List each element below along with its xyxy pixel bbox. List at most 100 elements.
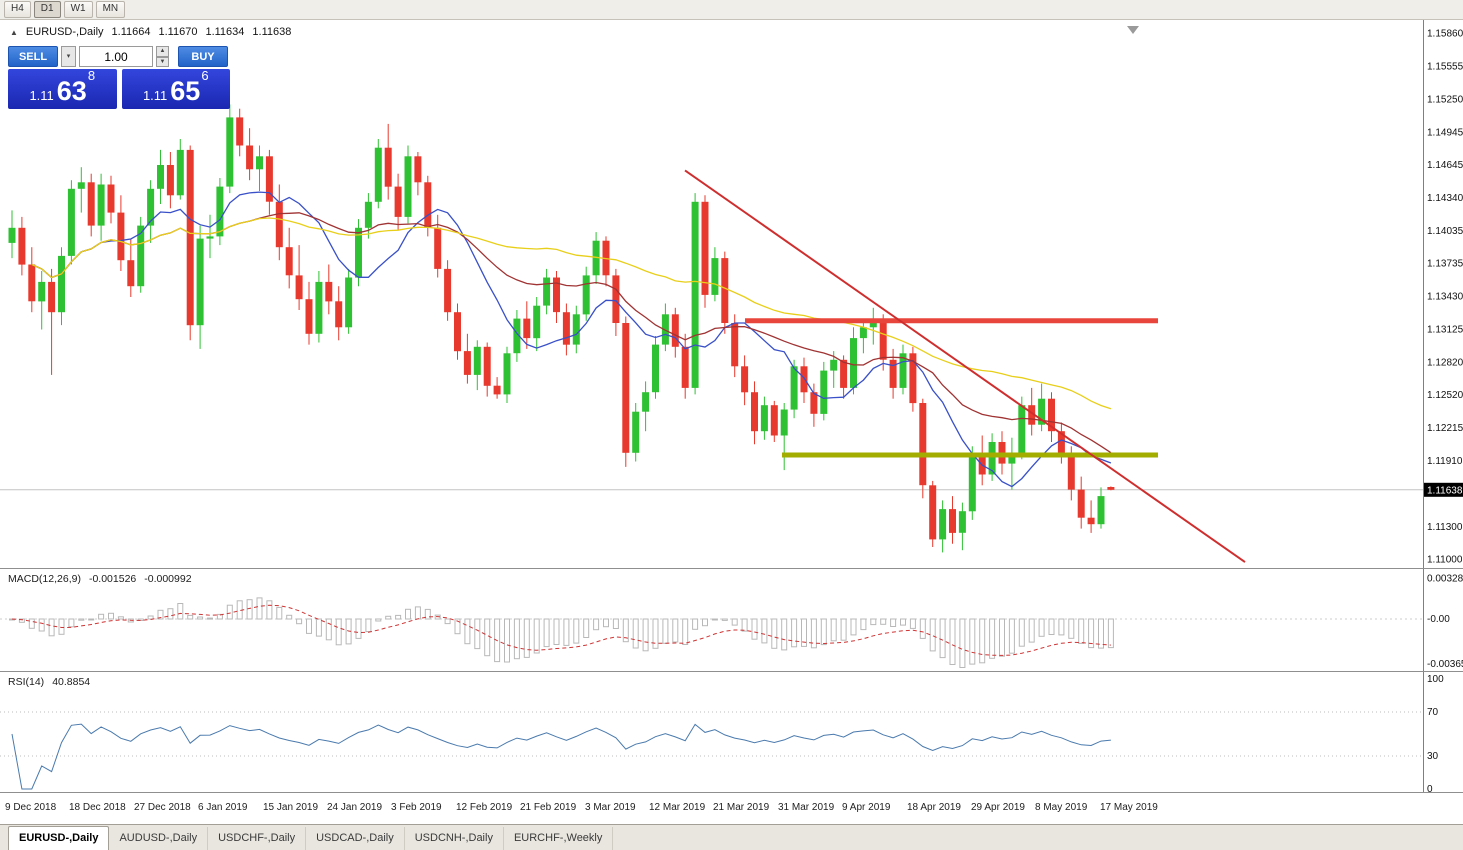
timeframe-button-h4[interactable]: H4 — [4, 1, 31, 18]
date-label: 9 Apr 2019 — [842, 802, 891, 813]
ma-10-line — [31, 191, 1112, 488]
one-click-trading-panel: SELL ▾ ▲ ▼ BUY 1.11 63 8 1.11 65 6 — [8, 46, 230, 109]
date-label: 18 Apr 2019 — [907, 802, 961, 813]
svg-text:-0.00365: -0.00365 — [1427, 659, 1463, 670]
timeframe-button-d1[interactable]: D1 — [33, 1, 61, 18]
date-label: 3 Mar 2019 — [585, 802, 636, 813]
descending-trendline — [684, 169, 1246, 563]
sell-button[interactable]: SELL — [8, 46, 58, 67]
date-label: 21 Feb 2019 — [520, 802, 577, 813]
svg-text:1.12520: 1.12520 — [1427, 390, 1463, 401]
chart-header: ▲ EURUSD-,Daily 1.11664 1.11670 1.11634 … — [10, 26, 291, 38]
svg-text:0: 0 — [1427, 784, 1433, 792]
date-label: 18 Dec 2018 — [69, 802, 126, 813]
svg-text:1.13735: 1.13735 — [1427, 258, 1463, 269]
macd-histogram — [9, 597, 1114, 668]
date-label: 6 Jan 2019 — [198, 802, 248, 813]
macd-chart[interactable]: 0.003287 -0.00 -0.00365 — [0, 569, 1463, 671]
price-chart[interactable]: 1.15860 1.15555 1.15250 1.14945 1.14645 1.143… — [0, 20, 1463, 568]
svg-text:30: 30 — [1427, 751, 1439, 762]
date-label: 12 Feb 2019 — [456, 802, 513, 813]
buy-button[interactable]: BUY — [178, 46, 228, 67]
svg-text:1.14945: 1.14945 — [1427, 128, 1463, 139]
current-price-badge — [1424, 482, 1463, 497]
chart-area: 1.15860 1.15555 1.15250 1.14945 1.14645 1.143… — [0, 20, 1463, 568]
sell-price-big: 63 — [56, 75, 87, 106]
date-label: 21 Mar 2019 — [713, 802, 770, 813]
svg-text:70: 70 — [1427, 707, 1439, 718]
ohlc-low: 1.11634 — [205, 26, 245, 38]
ohlc-open: 1.11664 — [111, 26, 151, 38]
collapse-panel-icon[interactable]: ▲ — [10, 27, 18, 37]
chart-tab-usdcnh-daily[interactable]: USDCNH-,Daily — [405, 827, 504, 850]
date-label: 8 May 2019 — [1035, 802, 1088, 813]
date-label: 15 Jan 2019 — [263, 802, 319, 813]
svg-text:1.11638: 1.11638 — [1427, 485, 1463, 496]
macd-signal-value: -0.000992 — [144, 573, 192, 585]
buy-price-display[interactable]: 1.11 65 6 — [121, 67, 230, 109]
date-label: 17 May 2019 — [1100, 802, 1158, 813]
date-label: 29 Apr 2019 — [971, 802, 1025, 813]
svg-text:1.15555: 1.15555 — [1427, 62, 1463, 73]
macd-signal-line — [11, 604, 1111, 656]
rsi-value: 40.8854 — [52, 676, 91, 688]
rsi-line — [11, 723, 1111, 790]
chart-tab-audusd-daily[interactable]: AUDUSD-,Daily — [109, 827, 209, 850]
timeframe-button-w1[interactable]: W1 — [63, 1, 93, 18]
macd-main-value: -0.001526 — [88, 573, 137, 585]
scroll-to-end-icon — [1127, 26, 1139, 34]
svg-text:1.11300: 1.11300 — [1427, 522, 1463, 533]
volume-stepper: ▲ ▼ — [156, 46, 169, 67]
ohlc-high: 1.11670 — [158, 26, 198, 38]
rsi-chart[interactable]: 100 70 30 0 — [0, 672, 1463, 795]
sell-price-prefix: 1.11 — [29, 87, 54, 103]
chart-title: EURUSD-,Daily — [25, 26, 104, 38]
volume-input[interactable] — [79, 46, 153, 67]
time-axis[interactable]: 9 Dec 2018 18 Dec 2018 27 Dec 2018 6 Jan 20… — [0, 792, 1463, 824]
macd-indicator-panel: 0.003287 -0.00 -0.00365 MACD(12,26,9) -0.0… — [0, 568, 1463, 671]
rsi-label: RSI(14) 40.8854 — [8, 676, 90, 688]
macd-label: MACD(12,26,9) -0.001526 -0.000992 — [8, 573, 192, 585]
svg-text:1.11000: 1.11000 — [1427, 554, 1463, 565]
timeframe-toolbar: H4 D1 W1 MN — [0, 0, 1463, 20]
buy-price-big: 65 — [170, 75, 201, 106]
candlesticks — [8, 104, 1115, 553]
svg-text:1.15250: 1.15250 — [1427, 95, 1463, 106]
ohlc-close: 1.11638 — [252, 26, 292, 38]
buy-price-prefix: 1.11 — [142, 87, 168, 103]
timeframe-button-mn[interactable]: MN — [95, 1, 126, 18]
date-label: 3 Feb 2019 — [391, 802, 442, 813]
svg-text:1.14340: 1.14340 — [1427, 193, 1463, 204]
date-label: 9 Dec 2018 — [5, 802, 57, 813]
svg-text:1.12215: 1.12215 — [1427, 423, 1463, 434]
svg-text:1.12820: 1.12820 — [1427, 357, 1463, 368]
volume-dropdown-icon[interactable]: ▾ — [61, 46, 76, 67]
svg-text:1.13430: 1.13430 — [1427, 291, 1463, 302]
svg-text:1.11910: 1.11910 — [1427, 456, 1463, 467]
svg-text:0.003287: 0.003287 — [1427, 574, 1463, 585]
svg-text:1.13125: 1.13125 — [1427, 324, 1463, 335]
date-label: 12 Mar 2019 — [649, 802, 706, 813]
svg-text:-0.00: -0.00 — [1427, 614, 1450, 625]
svg-text:100: 100 — [1427, 674, 1444, 685]
ma-50-line — [31, 217, 1112, 410]
macd-name: MACD(12,26,9) — [8, 573, 81, 585]
volume-down-icon[interactable]: ▼ — [156, 56, 169, 67]
date-label: 24 Jan 2019 — [327, 802, 383, 813]
sell-price-pip: 8 — [87, 67, 96, 83]
chart-tab-usdcad-daily[interactable]: USDCAD-,Daily — [306, 827, 405, 850]
svg-text:1.15860: 1.15860 — [1427, 29, 1463, 40]
date-label: 27 Dec 2018 — [134, 802, 191, 813]
date-label: 31 Mar 2019 — [778, 802, 835, 813]
rsi-indicator-panel: 100 70 30 0 RSI(14) 40.8854 — [0, 671, 1463, 795]
svg-text:1.14645: 1.14645 — [1427, 160, 1463, 171]
rsi-name: RSI(14) — [8, 676, 45, 688]
svg-text:1.14035: 1.14035 — [1427, 226, 1463, 237]
chart-tab-usdchf-daily[interactable]: USDCHF-,Daily — [208, 827, 307, 850]
volume-up-icon[interactable]: ▲ — [156, 46, 169, 57]
chart-tab-eurchf-weekly[interactable]: EURCHF-,Weekly — [504, 827, 614, 850]
buy-price-pip: 6 — [201, 67, 209, 83]
sell-price-display[interactable]: 1.11 63 8 — [8, 67, 117, 109]
chart-tab-bar: EURUSD-,Daily AUDUSD-,Daily USDCHF-,Daily U… — [0, 824, 1463, 850]
chart-tab-eurusd-daily[interactable]: EURUSD-,Daily — [8, 826, 110, 850]
